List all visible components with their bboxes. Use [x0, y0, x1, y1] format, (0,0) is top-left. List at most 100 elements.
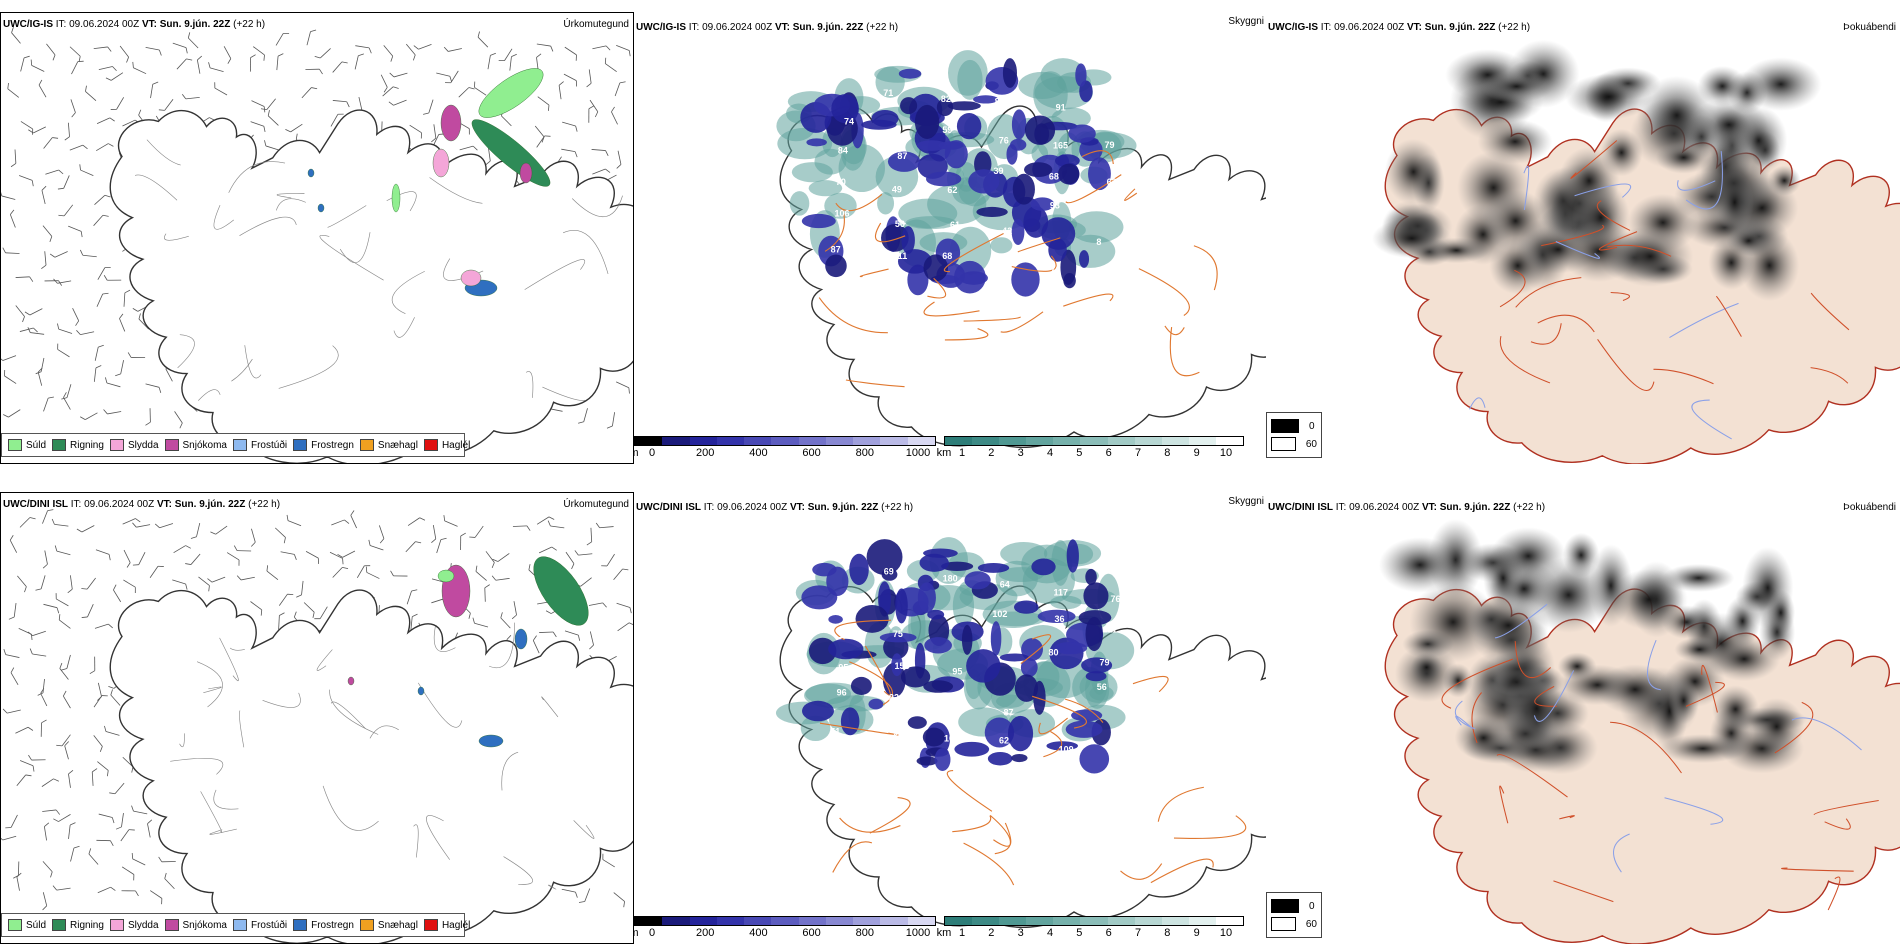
colorbar-tick: 800 [855, 447, 874, 459]
legend-swatch [109, 919, 124, 931]
precip-title: Úrkomutegund [563, 19, 629, 30]
legend-swatch [423, 439, 438, 451]
cloud-base-label: 101 [785, 560, 800, 570]
precip-patches [307, 68, 551, 297]
colorbar-tick: 10 [1219, 927, 1233, 939]
colorbar-strip [634, 436, 936, 446]
fog-label: 0 [1309, 900, 1315, 912]
cloud-base-label: 87 [831, 245, 841, 255]
legend-swatch [232, 919, 247, 931]
fog-map-row2 [1378, 518, 1900, 944]
panel-title-row2-cloud: UWC/DINI ISL IT: 09.06.2024 00Z VT: Sun.… [636, 502, 914, 513]
colorbar-unit: m [634, 447, 639, 459]
cloud-base-label: 61 [950, 220, 960, 230]
cloud-base-label: 68 [1049, 172, 1059, 182]
fog-swatch [1271, 437, 1296, 451]
legend-label: Rigning [70, 919, 104, 931]
panel-title-row1-fog: UWC/IG-IS IT: 09.06.2024 00Z VT: Sun. 9.… [1268, 22, 1531, 33]
colorbar-tick: 3 [1017, 927, 1024, 939]
cloud-base-label: 22 [889, 692, 899, 702]
colorbar-tick: 1000 [905, 447, 931, 459]
colorbar-tick: 7 [1134, 447, 1142, 459]
cloud-base-label: 8 [1096, 237, 1101, 247]
cloud-base-label: 180 [943, 574, 958, 584]
colorbar-tick: 0 [648, 447, 656, 459]
legend-swatch [164, 439, 179, 451]
colorbar-tick: 600 [802, 447, 821, 459]
fog-legend-item: 60 [1271, 435, 1317, 453]
legend-label: Súld [26, 439, 47, 451]
colorbar-strip [634, 916, 936, 926]
cloud-base-label: 95 [952, 667, 962, 677]
legend-label: Haglél [441, 919, 471, 931]
colorbar-unit: km [936, 447, 952, 459]
precip-legend-item: Frostregn [293, 919, 354, 931]
cloud-base-label: 165 [1053, 141, 1068, 151]
colorbar-strip [944, 916, 1244, 926]
cloud-base-label: 39 [994, 166, 1004, 176]
cloud-base-label: 95 [838, 662, 848, 672]
iceland-outline [109, 109, 633, 463]
precip-legend-item: Súld [8, 919, 46, 931]
colorbar-tick: 400 [749, 927, 768, 939]
legend-swatch [52, 919, 67, 931]
fog-field [1371, 39, 1822, 302]
legend-swatch [8, 919, 22, 931]
precip-legend-item: Haglél [423, 919, 471, 931]
colorbar-unit: m [634, 927, 639, 939]
fog-panel-row1: UWC/IG-IS IT: 09.06.2024 00Z VT: Sun. 9.… [1266, 12, 1900, 464]
cloud-base-label: 96 [837, 687, 847, 697]
legend-label: Frostúði [250, 919, 288, 931]
cloud-map-row1: 70 74 87 62 42 76 55 84 49 61 62 91 79 70 56 68 87 165 63 1… [776, 50, 1266, 448]
cloud-base-label: 102 [992, 609, 1007, 619]
precip-legend-item: Snæhagl [359, 919, 418, 931]
precip-legend-item: Frostregn [293, 439, 354, 451]
fog-title: Þokuábendi [1843, 22, 1896, 33]
cloud-base-label: 111 [893, 251, 907, 261]
cloud-base-label: 75 [893, 629, 903, 639]
cloud-base-label: 79 [1099, 658, 1109, 668]
legend-swatch [293, 439, 308, 451]
cloud-base-label: 71 [883, 88, 893, 98]
cloud-map-row2: 101 63 75 95 87 109 76 10 155 86 62 117 111 95 22 100 64… [775, 537, 1266, 928]
cloud-base-label: 76 [1110, 594, 1120, 604]
cloud-base-label: 59 [942, 125, 952, 135]
fog-swatch [1271, 899, 1299, 913]
cloud-base-label: 10 [839, 630, 849, 640]
fog-legend-row1: 0 60 [1266, 412, 1322, 458]
colorbar-tick: 800 [855, 927, 874, 939]
fog-legend-row2: 0 60 [1266, 892, 1322, 938]
cloud-base-label: 49 [892, 185, 902, 195]
colorbar-strip [944, 436, 1244, 446]
cloud-base-label: 117 [1053, 588, 1068, 598]
panel-title-row2: UWC/DINI ISL IT: 09.06.2024 00Z VT: Sun.… [3, 499, 281, 510]
cloud-base-label: 62 [999, 735, 1009, 745]
cloud-base-label: 84 [838, 146, 848, 156]
cloud-base-label: 87 [1003, 707, 1013, 717]
colorbar-tick: 5 [1076, 927, 1083, 939]
colorbar-tick: 1 [958, 927, 966, 939]
fog-panel-row2: UWC/DINI ISL IT: 09.06.2024 00Z VT: Sun.… [1266, 492, 1900, 944]
cloud-base-label: 55 [1105, 109, 1115, 119]
precip-patches [347, 556, 589, 748]
cloud-base-colorbar-row1: m0 200 400 600 800 1000 [634, 436, 936, 460]
cloud-base-label: 91 [1056, 102, 1066, 112]
cloud-base-label: 62 [947, 185, 957, 195]
legend-swatch [8, 439, 22, 451]
precip-legend-item: Snjókoma [164, 439, 227, 451]
legend-label: Slydda [127, 439, 159, 451]
cloud-panel-row1: 70 74 87 62 42 76 55 84 49 61 62 91 79 70 56 68 87 165 63 1… [634, 12, 1266, 464]
colorbar-tick: 3 [1017, 447, 1024, 459]
cloud-base-label: 68 [942, 251, 952, 261]
fog-title-row2: Þokuábendi [1843, 502, 1896, 513]
cloud-base-label: 42 [1002, 226, 1012, 236]
cloud-base-label: 106 [835, 208, 850, 218]
visibility-colorbar-row2: km 1 2 3 4 5 6 7 8 9 10 [937, 916, 1244, 940]
cloud-base-label: 70 [793, 81, 803, 91]
cloud-base-label: 79 [1105, 140, 1115, 150]
colorbar-tick: 9 [1193, 927, 1200, 939]
colorbar-tick: 200 [696, 927, 715, 939]
colorbar-tick: 8 [1164, 447, 1171, 459]
colorbar-tick: 7 [1134, 927, 1142, 939]
colorbar-tick: 200 [696, 447, 715, 459]
